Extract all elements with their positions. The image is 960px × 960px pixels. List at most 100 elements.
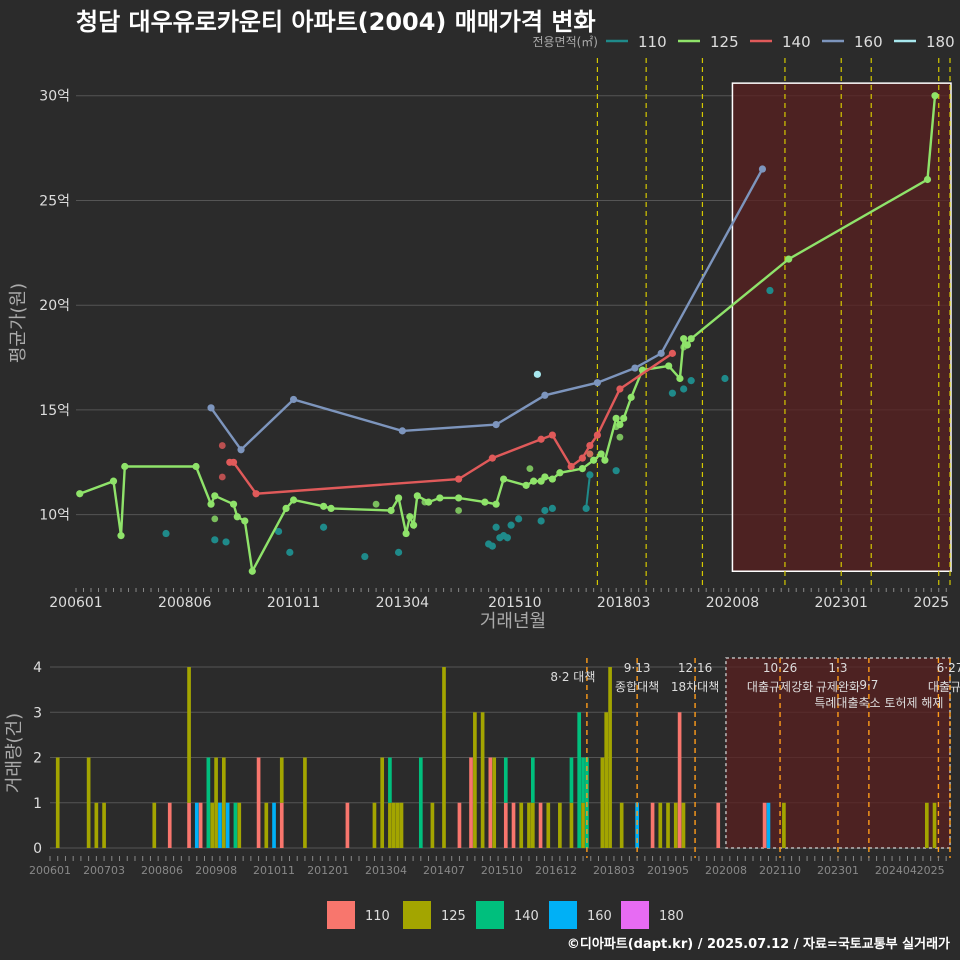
y-tick-label: 20억 xyxy=(39,298,70,314)
data-point-125 xyxy=(248,567,256,575)
data-point-125 xyxy=(578,464,586,473)
bar-140 xyxy=(581,757,585,803)
bar-110 xyxy=(198,802,203,848)
bar-160 xyxy=(225,802,230,848)
policy-label: 종합대책 xyxy=(615,679,659,694)
bar-140 xyxy=(418,757,423,848)
bar-x-tick-label: 200703 xyxy=(83,864,125,877)
bar-legend-key-110 xyxy=(327,901,355,929)
bar-x-tick-label: 202110 xyxy=(759,864,801,877)
bar-140 xyxy=(530,757,535,803)
y-tick-label: 30억 xyxy=(39,89,70,105)
bar-125 xyxy=(279,757,284,803)
legend-label-140: 140 xyxy=(782,33,811,51)
data-point-125 xyxy=(590,456,598,464)
data-point-125 xyxy=(406,513,414,521)
data-point-125 xyxy=(121,462,129,471)
bar-110 xyxy=(650,802,655,848)
bar-125 xyxy=(473,712,477,848)
data-point-160 xyxy=(492,421,500,429)
y-tick-label: 10억 xyxy=(39,508,70,524)
bar-125 xyxy=(388,802,392,848)
data-point-110 xyxy=(687,377,695,385)
data-point-125 xyxy=(526,465,534,472)
bar-125 xyxy=(666,802,670,848)
bar-125 xyxy=(221,757,226,848)
data-point-125 xyxy=(597,450,605,458)
bar-140 xyxy=(569,757,574,803)
data-point-125 xyxy=(289,496,298,504)
data-point-140 xyxy=(218,442,226,449)
bar-x-tick-label: 200908 xyxy=(195,864,237,877)
bar-125 xyxy=(619,802,624,848)
bar-y-tick-label: 3 xyxy=(33,705,42,721)
data-point-110 xyxy=(319,523,328,531)
data-point-140 xyxy=(578,454,586,462)
data-point-140 xyxy=(567,462,575,471)
data-point-110 xyxy=(548,504,556,512)
bar-160 xyxy=(272,802,276,848)
data-point-110 xyxy=(537,517,545,525)
bar-125 xyxy=(782,802,786,848)
y-axis-title: 평균가(원) xyxy=(8,283,29,363)
bar-x-tick-label: 2025 xyxy=(917,864,945,877)
bar-110 xyxy=(503,802,508,848)
data-point-125 xyxy=(282,504,290,512)
data-point-140 xyxy=(252,490,260,498)
bar-125 xyxy=(264,802,269,848)
data-point-110 xyxy=(488,542,496,550)
highlight-box xyxy=(731,82,952,572)
data-point-125 xyxy=(665,362,673,370)
bar-125 xyxy=(94,802,99,848)
bar-legend-label-140: 140 xyxy=(514,909,539,924)
data-point-180 xyxy=(533,370,541,378)
bar-x-tick-label: 200601 xyxy=(29,864,71,877)
data-point-160 xyxy=(631,364,639,372)
bar-legend-label-125: 125 xyxy=(441,909,466,924)
data-point-110 xyxy=(668,389,677,397)
bar-125 xyxy=(530,802,535,848)
legend-label-125: 125 xyxy=(710,33,739,51)
bar-140 xyxy=(233,802,238,848)
data-point-160 xyxy=(207,404,215,412)
data-point-125 xyxy=(233,513,241,521)
data-point-110 xyxy=(503,534,511,542)
bar-125 xyxy=(608,667,612,848)
data-point-125 xyxy=(327,504,335,512)
data-point-125 xyxy=(409,521,418,529)
policy-label: 12·16 xyxy=(678,661,712,675)
data-point-125 xyxy=(241,517,249,525)
bar-x-tick-label: 201905 xyxy=(647,864,689,877)
data-point-125 xyxy=(612,423,620,431)
data-point-110 xyxy=(582,504,590,512)
data-point-125 xyxy=(481,498,489,506)
bar-125 xyxy=(214,757,218,848)
bar-125 xyxy=(430,802,435,848)
data-point-125 xyxy=(548,475,556,483)
data-point-110 xyxy=(162,529,170,538)
bar-125 xyxy=(399,802,404,848)
bar-110 xyxy=(279,802,284,848)
bar-legend-key-125 xyxy=(403,901,431,929)
bar-x-tick-label: 201612 xyxy=(535,864,577,877)
bar-x-tick-label: 201803 xyxy=(593,864,635,877)
data-point-160 xyxy=(758,165,767,173)
data-point-125 xyxy=(207,500,215,508)
x-tick-label: 200806 xyxy=(158,595,212,611)
policy-label: 10·26 xyxy=(763,661,797,675)
data-point-125 xyxy=(931,92,939,100)
bar-x-tick-label: 200806 xyxy=(141,864,183,877)
bar-legend-key-180 xyxy=(621,901,649,929)
bar-125 xyxy=(395,802,400,848)
bar-110 xyxy=(488,757,493,848)
bar-y-tick-label: 0 xyxy=(33,841,42,857)
legend-label-160: 160 xyxy=(854,33,883,51)
data-point-125 xyxy=(620,414,628,422)
data-point-125 xyxy=(387,506,395,515)
bar-110 xyxy=(677,712,682,848)
bar-110 xyxy=(457,802,462,848)
bar-125 xyxy=(480,712,485,848)
data-point-125 xyxy=(117,532,125,540)
page-title: 청담 대우유로카운티 아파트(2004) 매매가격 변화 xyxy=(76,8,596,36)
